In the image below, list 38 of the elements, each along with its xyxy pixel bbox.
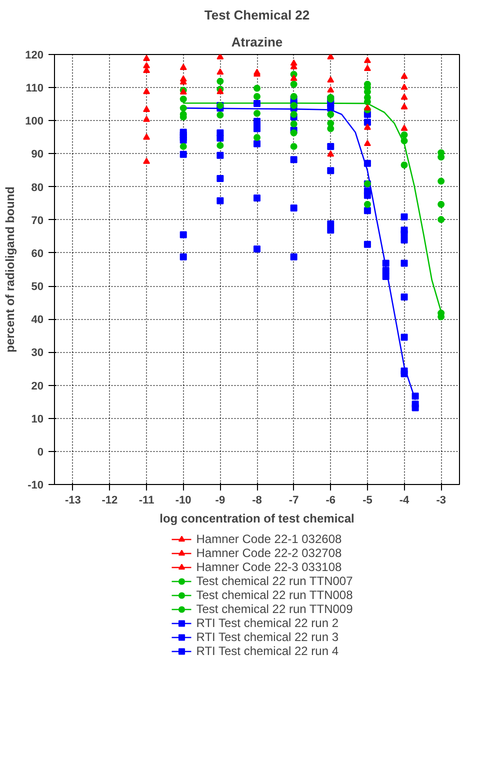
x-tick-label: -7: [288, 494, 299, 506]
y-tick-label: 50: [31, 281, 44, 294]
legend-label: Hamner Code 22-1 032608: [196, 532, 342, 546]
x-tick-label: -11: [138, 494, 154, 506]
x-tick-label: -4: [399, 494, 410, 506]
x-tick-label: -8: [252, 494, 262, 506]
y-tick-label: 40: [31, 314, 44, 326]
legend-label: Test chemical 22 run TTN008: [196, 588, 353, 602]
legend-label: Test chemical 22 run TTN009: [196, 602, 353, 616]
y-tick-label: 20: [31, 380, 44, 392]
x-tick-label: -9: [215, 494, 226, 506]
legend-label: Hamner Code 22-2 032708: [196, 546, 342, 560]
legend-label: RTI Test chemical 22 run 4: [196, 644, 339, 658]
y-tick-label: 70: [31, 214, 44, 227]
x-tick-label: -5: [362, 494, 372, 506]
y-tick-label: 80: [31, 182, 44, 194]
y-tick-label: 100: [25, 116, 44, 128]
y-axis-title: percent of radioligand bound: [3, 186, 18, 352]
chart-title: Test Chemical 22: [204, 8, 310, 22]
y-tick-label: 90: [31, 148, 44, 161]
y-tick-label: 120: [25, 50, 44, 62]
legend-label: RTI Test chemical 22 run 3: [196, 630, 339, 644]
legend-label: Test chemical 22 run TTN007: [196, 574, 353, 588]
y-tick-label: 110: [26, 82, 44, 95]
y-tick-label: 30: [31, 347, 44, 360]
y-tick-label: 0: [37, 446, 44, 458]
x-tick-label: -6: [326, 494, 336, 506]
x-tick-label: -10: [175, 494, 192, 506]
y-tick-label: 60: [31, 248, 44, 260]
legend-label: Hamner Code 22-3 033108: [196, 560, 342, 574]
x-tick-label: -3: [436, 494, 446, 506]
legend-label: RTI Test chemical 22 run 2: [196, 616, 339, 630]
y-tick-label: -10: [28, 480, 44, 492]
chart-subtitle: Atrazine: [231, 34, 283, 50]
x-tick-label: -12: [102, 494, 118, 506]
x-axis-title: log concentration of test chemical: [160, 512, 354, 526]
x-tick-label: -13: [64, 494, 81, 506]
y-tick-label: 10: [31, 413, 44, 426]
